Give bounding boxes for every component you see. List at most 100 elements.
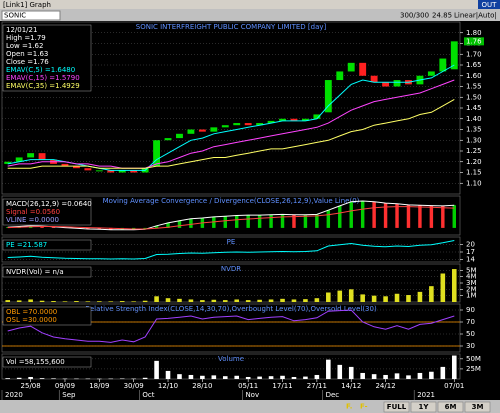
bar — [360, 372, 365, 379]
bar — [85, 301, 91, 302]
count: 300/300 — [400, 12, 429, 20]
candle — [359, 62, 367, 76]
last-price-label: 1.76 — [466, 37, 482, 45]
panel-frame — [1, 353, 461, 380]
candle — [27, 153, 35, 158]
histogram-bar — [280, 214, 285, 228]
bar — [108, 378, 114, 380]
icon-f[interactable]: F. — [346, 403, 352, 411]
bar — [97, 301, 102, 302]
histogram-bar — [166, 222, 170, 228]
histogram-bar — [441, 205, 445, 228]
bar — [16, 300, 22, 302]
bar — [417, 372, 423, 379]
panel-frame — [1, 195, 461, 236]
range-button[interactable] — [383, 401, 410, 413]
bar — [268, 299, 274, 302]
bar — [314, 374, 320, 379]
candle — [233, 123, 241, 126]
symbol[interactable]: SONIC — [4, 12, 26, 20]
candle — [279, 118, 286, 121]
y-tick-label: 17 — [466, 248, 475, 256]
scale[interactable]: Linear|Auto| — [454, 12, 497, 20]
y-tick-label: 14 — [466, 256, 475, 264]
legend-entry: EMAV(C,35) =1.4929 — [6, 82, 80, 90]
range-button-label[interactable]: 3M — [472, 403, 484, 411]
bar — [222, 376, 228, 379]
bar — [314, 298, 320, 302]
bar — [200, 300, 205, 302]
month-label: 2021 — [417, 391, 435, 399]
bar — [417, 291, 423, 302]
bar — [360, 294, 365, 302]
bar — [245, 376, 251, 379]
y-tick-label: 4M — [466, 273, 477, 281]
bar — [234, 299, 240, 302]
histogram-bar — [189, 218, 193, 228]
histogram-bar — [338, 205, 342, 228]
bar — [39, 378, 45, 379]
candle — [4, 161, 12, 164]
legend-entry: Low =1.62 — [6, 42, 43, 50]
bar — [211, 375, 217, 379]
panel-frame — [1, 236, 461, 263]
candle — [198, 129, 206, 132]
bar — [62, 378, 68, 380]
panel-title: Moving Average Convergence / Divergence(… — [103, 197, 360, 205]
bar — [326, 292, 331, 302]
histogram-bar — [51, 226, 56, 228]
x-tick-label: 25/08 — [21, 382, 41, 390]
histogram-bar — [452, 205, 456, 228]
bar — [16, 377, 22, 379]
legend-entry: Close =1.76 — [6, 58, 49, 66]
panel-frame — [1, 303, 461, 353]
bar — [39, 300, 45, 302]
candle — [107, 170, 115, 173]
range-button[interactable] — [410, 401, 437, 413]
legend-entry: High =1.79 — [6, 34, 46, 42]
histogram-bar — [383, 203, 388, 228]
icon-f[interactable]: F- — [360, 403, 368, 411]
candle — [347, 62, 355, 72]
range-button-label[interactable]: 6M — [445, 403, 457, 411]
month-label: Nov — [245, 391, 259, 399]
histogram-bar — [292, 214, 296, 228]
last-price-box — [464, 37, 484, 46]
series-line — [7, 64, 455, 171]
histogram-bar — [395, 203, 399, 228]
bar — [177, 298, 182, 302]
candle — [176, 133, 183, 139]
panel-title: SONIC INTERFREIGHT PUBLIC COMPANY LIMITE… — [136, 23, 327, 31]
close-button[interactable] — [478, 0, 500, 9]
bar — [383, 296, 388, 302]
bar — [177, 374, 182, 379]
range-button-label[interactable]: 1Y — [419, 403, 430, 411]
y-tick-label: 70 — [466, 318, 475, 326]
legend-entry: EMAV(C,5) =1.6480 — [6, 66, 75, 74]
y-tick-label: 1.25 — [466, 147, 482, 155]
legend-entry: Open =1.63 — [6, 50, 48, 58]
title-bar — [0, 0, 500, 9]
range-button[interactable] — [437, 401, 464, 413]
legend-entry: Signal =0.0560 — [6, 208, 60, 216]
panel-title: PE — [227, 238, 236, 246]
candle — [450, 41, 458, 70]
candle — [313, 114, 321, 119]
bar — [394, 293, 400, 302]
bar — [154, 296, 159, 302]
bar — [406, 295, 411, 302]
legend-entry: PE =21.587 — [6, 241, 47, 249]
close-label[interactable]: OUT — [482, 1, 498, 9]
range-button[interactable] — [464, 401, 491, 413]
range-button-label[interactable]: FULL — [387, 403, 407, 411]
candle — [336, 71, 344, 81]
symbol-input[interactable] — [1, 10, 61, 21]
bar — [245, 300, 251, 302]
bar — [326, 359, 331, 379]
candle — [15, 157, 23, 162]
bar — [451, 355, 457, 379]
y-tick-label: 1.50 — [466, 93, 482, 101]
legend-entry: OBL =70.0000 — [6, 308, 57, 316]
candle — [301, 118, 309, 121]
